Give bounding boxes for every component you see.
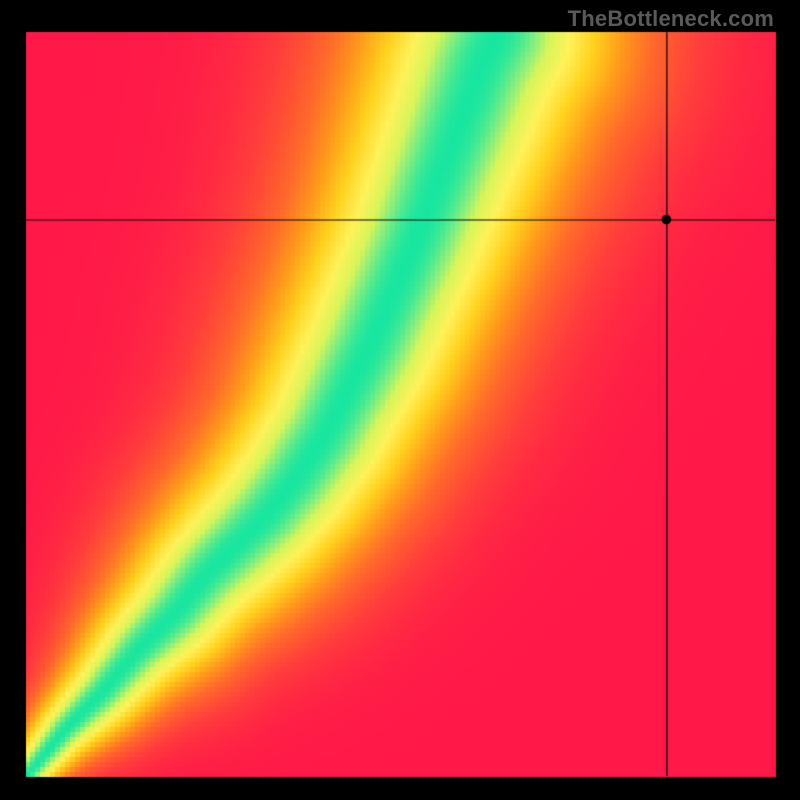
watermark-text: TheBottleneck.com	[568, 6, 774, 32]
crosshair-overlay	[0, 0, 800, 800]
